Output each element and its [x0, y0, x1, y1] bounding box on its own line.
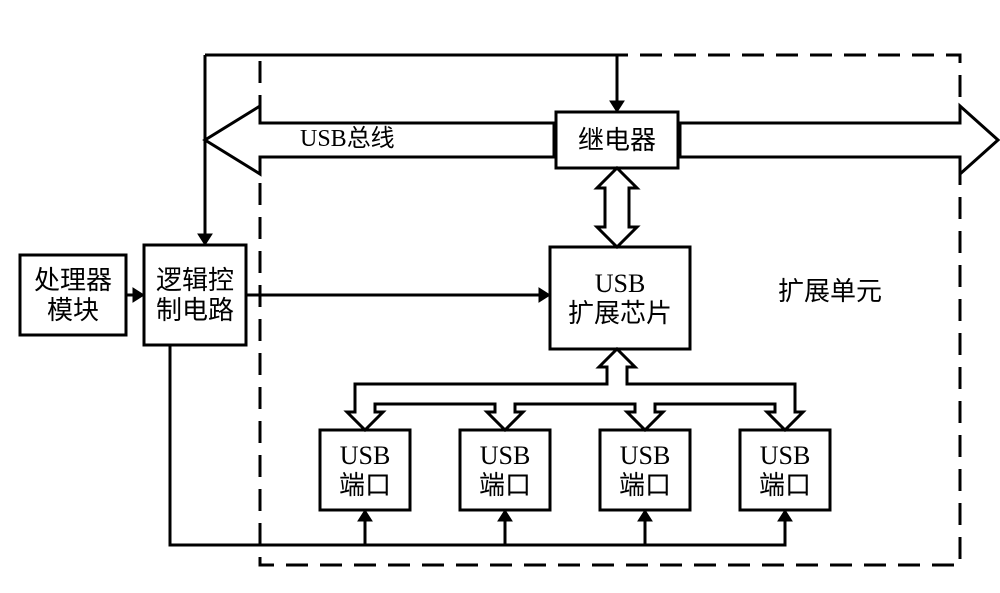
label-port3-line1: 端口 — [619, 471, 671, 500]
expansion-unit-label: 扩展单元 — [778, 277, 882, 306]
label-processor-line1: 模块 — [47, 296, 99, 325]
node-logic — [144, 245, 246, 345]
label-port2-line0: USB — [480, 441, 531, 470]
label-port1-line1: 端口 — [339, 471, 391, 500]
label-port2-line1: 端口 — [479, 471, 531, 500]
label-processor-line0: 处理器 — [34, 266, 112, 295]
label-usbchip-line1: 扩展芯片 — [568, 299, 672, 328]
label-logic-line0: 逻辑控 — [156, 266, 234, 295]
usb-bus-label: USB总线 — [300, 125, 395, 152]
label-port4-line1: 端口 — [759, 471, 811, 500]
label-logic-line1: 制电路 — [156, 296, 234, 325]
node-usbchip — [550, 247, 690, 349]
label-usbchip-line0: USB — [595, 269, 646, 298]
label-port3-line0: USB — [620, 441, 671, 470]
label-port1-line0: USB — [340, 441, 391, 470]
label-relay-line0: 继电器 — [578, 126, 656, 155]
label-port4-line0: USB — [760, 441, 811, 470]
